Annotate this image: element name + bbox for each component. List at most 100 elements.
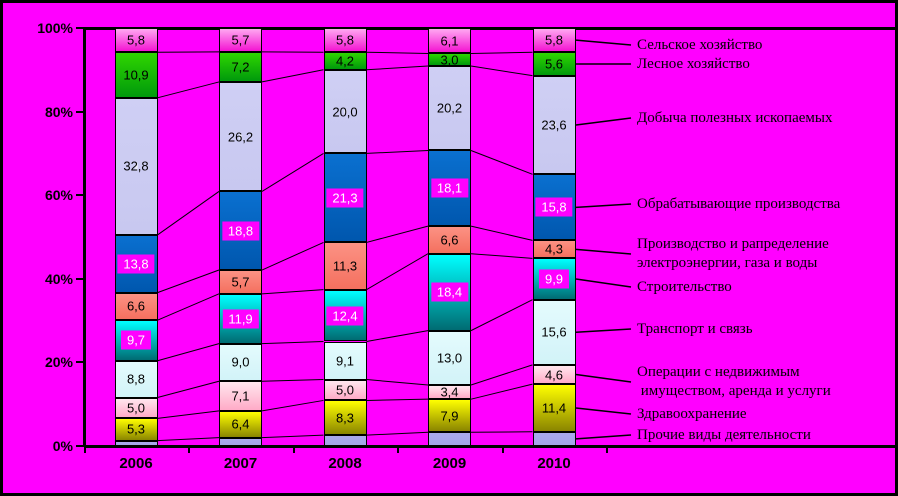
x-axis-tick: [292, 447, 295, 453]
bar-segment: 7,1: [219, 381, 262, 411]
y-axis-tick: [76, 27, 84, 29]
bar-segment: [114, 440, 158, 446]
bar-segment: 11,9: [219, 293, 262, 344]
legend-item: Лесное хозяйство: [637, 55, 750, 72]
x-axis-year-label: 2008: [328, 455, 362, 472]
series-line: [366, 431, 429, 436]
bar-value-label: 10,9: [123, 67, 149, 83]
bar-segment: 6,1: [428, 28, 471, 54]
bar-value-label: 7,1: [231, 388, 250, 404]
bar-segment: 4,6: [532, 364, 576, 385]
bar-value-label: 18,1: [430, 178, 469, 198]
plot-top-line: [84, 27, 895, 30]
bar-segment: 13,8: [114, 234, 158, 293]
bar-segment: 26,2: [219, 81, 262, 192]
bar-value-label: 20,2: [436, 100, 463, 116]
bar-segment: 5,6: [532, 52, 576, 76]
bar-value-label: 9,0: [231, 354, 250, 370]
bar-value-label: 6,1: [440, 33, 459, 49]
bar-value-label: 8,3: [335, 410, 355, 426]
bar-value-label: 4,2: [335, 53, 355, 69]
series-line: [261, 341, 324, 345]
y-axis-label: 100%: [37, 20, 73, 36]
bar-value-label: 5,0: [126, 400, 146, 416]
bar-segment: 21,3: [323, 153, 367, 243]
bar-segment: 11,4: [532, 384, 576, 432]
legend-item: Операции с недвижимым имуществом, аренда…: [637, 364, 831, 399]
legend-item: Транспорт и связь: [637, 320, 753, 337]
bar-value-label: 9,9: [538, 269, 570, 289]
bar-segment: 9,0: [219, 343, 262, 382]
bar-value-label: 5,8: [544, 32, 564, 48]
bar-segment: 18,4: [428, 253, 471, 331]
series-line: [157, 81, 220, 99]
leader-line: [575, 203, 632, 209]
bar-segment: 8,3: [323, 400, 367, 436]
bar-segment: 32,8: [114, 97, 158, 235]
series-line: [157, 437, 220, 442]
bar-segment: 9,1: [323, 341, 367, 380]
x-axis-tick: [606, 447, 608, 453]
y-axis-label: 40%: [44, 270, 73, 287]
bar-segment: 5,8: [532, 28, 576, 53]
series-line: [261, 379, 324, 382]
bar-value-label: 23,6: [541, 117, 567, 133]
bar-value-label: 5,8: [126, 32, 146, 48]
bar-value-label: 32,8: [123, 158, 149, 174]
series-line: [157, 191, 220, 236]
legend-item: Производство и рапределение электроэнерг…: [637, 236, 829, 271]
bar-segment: 11,3: [323, 242, 367, 290]
x-axis-tick: [501, 447, 504, 453]
bar-segment: 3,4: [428, 384, 471, 400]
x-axis-year-label: 2010: [537, 455, 571, 472]
bar-value-label: 9,7: [120, 330, 152, 350]
bar-value-label: 7,9: [440, 408, 459, 424]
y-axis-tick: [76, 445, 84, 447]
leader-line: [575, 434, 632, 440]
bar-segment: 13,0: [428, 330, 471, 385]
bar-value-label: 18,4: [430, 282, 469, 302]
bar-value-label: 8,8: [126, 371, 146, 387]
bar-segment: 10,9: [114, 52, 158, 98]
bar-segment: 15,6: [532, 299, 576, 365]
legend-item: Прочие виды деятельности: [637, 426, 811, 443]
bar-segment: 8,8: [114, 360, 158, 398]
bar-value-label: 5,6: [544, 56, 564, 72]
bar-value-label: 11,4: [541, 400, 567, 416]
bar-value-label: 12,4: [326, 306, 364, 326]
bar-segment: 5,0: [323, 379, 367, 401]
legend-item: Сельское хозяйство: [637, 36, 763, 53]
y-axis-label: 80%: [44, 103, 73, 120]
bar-segment: 4,3: [532, 240, 576, 259]
y-axis-label: 0%: [52, 438, 73, 454]
x-axis-tick: [397, 447, 399, 453]
bar-value-label: 26,2: [227, 129, 254, 145]
bar-segment: 9,9: [532, 258, 576, 300]
bar-value-label: 4,3: [544, 241, 564, 257]
bar-segment: 5,7: [219, 270, 262, 294]
bar-segment: 4,2: [323, 52, 367, 70]
bar-value-label: 4,6: [544, 367, 564, 383]
series-line: [366, 149, 429, 154]
bar-value-label: 9,1: [335, 353, 355, 369]
bar-segment: [323, 435, 367, 446]
x-axis-line: [84, 445, 895, 448]
y-axis-label: 20%: [44, 354, 73, 371]
leader-line: [575, 278, 632, 288]
bar-segment: 5,7: [219, 28, 262, 52]
y-axis-line: [83, 27, 86, 447]
bar-segment: 7,9: [428, 399, 471, 433]
series-line: [261, 289, 324, 295]
bar-value-label: 11,3: [332, 258, 358, 274]
bar-value-label: 5,7: [231, 32, 250, 48]
bar-value-label: 13,0: [436, 350, 463, 366]
bar-value-label: 5,8: [335, 32, 355, 48]
bar-value-label: 15,8: [535, 197, 573, 217]
y-axis-tick: [76, 110, 84, 113]
x-axis-year-label: 2009: [432, 455, 467, 472]
bar-value-label: 6,6: [440, 232, 459, 248]
bar-value-label: 5,3: [126, 421, 146, 437]
series-line: [470, 150, 533, 175]
bar-segment: 5,8: [114, 28, 158, 53]
